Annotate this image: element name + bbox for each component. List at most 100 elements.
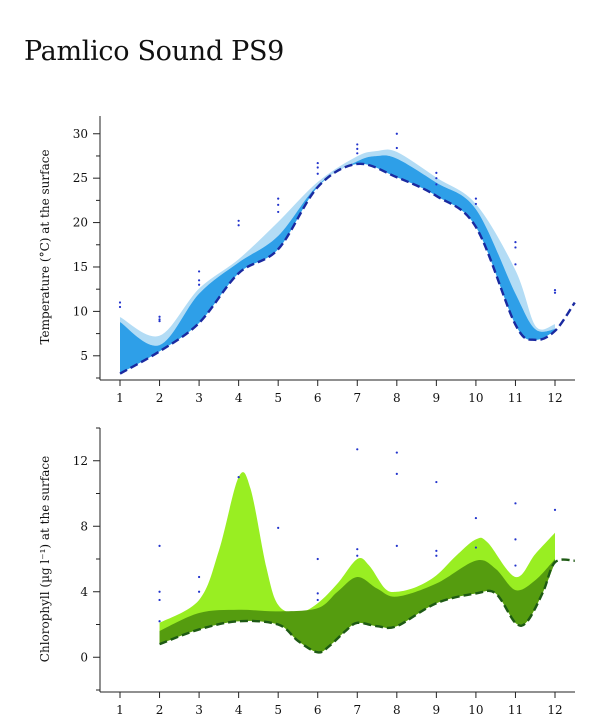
data-point: [435, 171, 438, 174]
data-point: [514, 246, 517, 249]
y-tick-label: 10: [73, 304, 88, 318]
data-point: [237, 224, 240, 227]
x-tick-label: 2: [156, 703, 164, 717]
x-tick-label: 9: [433, 703, 441, 717]
x-tick-label: 10: [468, 703, 483, 717]
data-point: [197, 590, 201, 593]
y-tick-label: 30: [73, 127, 88, 141]
y-tick-label: 15: [73, 260, 88, 274]
data-point: [395, 544, 398, 548]
data-point: [237, 219, 240, 222]
x-tick-label: 10: [468, 391, 483, 405]
data-point: [395, 132, 398, 135]
data-point: [316, 161, 319, 165]
y-axis-label: Temperature (°C) at the surface: [38, 149, 52, 344]
chlorophyll-band-dark: [159, 559, 556, 653]
data-point: [395, 146, 398, 150]
x-tick-label: 8: [393, 391, 401, 405]
y-tick-label: 4: [80, 585, 88, 599]
data-point: [237, 476, 240, 479]
data-point: [356, 152, 359, 155]
x-tick-label: 2: [156, 391, 164, 405]
x-tick-label: 6: [314, 391, 322, 405]
y-tick-label: 5: [80, 349, 88, 363]
x-tick-label: 7: [353, 703, 361, 717]
chart-title: Pamlico Sound PS9: [24, 36, 285, 67]
data-point: [118, 301, 122, 304]
data-point: [356, 554, 359, 557]
data-point: [158, 315, 161, 318]
data-point: [356, 548, 359, 551]
data-point: [316, 166, 319, 169]
x-tick-label: 6: [314, 703, 322, 717]
data-point: [474, 197, 478, 200]
x-tick-label: 12: [547, 391, 562, 405]
data-point: [316, 557, 319, 561]
data-point: [395, 472, 398, 475]
temperature-upper-line: [119, 149, 556, 338]
data-point: [197, 575, 201, 579]
data-point: [158, 320, 161, 323]
data-point: [514, 502, 517, 505]
x-tick-label: 3: [195, 703, 203, 717]
data-point: [514, 538, 517, 541]
data-point: [553, 288, 557, 292]
temperature-dashed-line: [119, 162, 576, 375]
y-axis-label: Chlorophyll (µg l⁻¹) at the surface: [38, 456, 52, 662]
data-point: [197, 270, 201, 273]
data-point: [316, 172, 319, 175]
data-point: [277, 210, 280, 214]
x-tick-label: 11: [508, 703, 523, 717]
data-point: [356, 147, 359, 150]
data-point: [435, 480, 438, 484]
data-point: [356, 143, 359, 146]
x-tick-label: 5: [274, 391, 282, 405]
y-tick-label: 12: [73, 454, 88, 468]
data-point: [158, 598, 161, 602]
y-tick-label: 20: [73, 216, 88, 230]
temperature-band-mid: [120, 155, 555, 374]
data-point: [118, 305, 122, 309]
data-point: [197, 283, 201, 286]
chlorophyll-dashed-line: [159, 558, 575, 654]
x-tick-label: 12: [547, 703, 562, 717]
data-point: [514, 564, 517, 567]
x-tick-label: 9: [433, 391, 441, 405]
x-tick-label: 4: [235, 391, 243, 405]
x-tick-label: 3: [195, 391, 203, 405]
x-tick-label: 8: [393, 703, 401, 717]
x-tick-label: 1: [116, 703, 124, 717]
x-tick-label: 11: [508, 391, 523, 405]
data-point: [316, 592, 319, 595]
data-point: [316, 598, 319, 602]
x-tick-label: 4: [235, 703, 243, 717]
data-point: [474, 546, 478, 549]
x-tick-label: 5: [274, 703, 282, 717]
x-tick-label: 1: [116, 391, 124, 405]
chlorophyll-band-light: [159, 472, 556, 653]
x-tick-label: 7: [353, 391, 361, 405]
data-point: [435, 554, 438, 557]
y-tick-label: 8: [80, 519, 88, 533]
data-point: [158, 318, 161, 321]
data-point: [158, 620, 161, 623]
data-point: [435, 549, 438, 552]
data-point: [553, 508, 557, 511]
y-tick-label: 0: [80, 650, 88, 664]
data-point: [277, 197, 280, 200]
data-point: [474, 202, 478, 206]
data-point: [435, 177, 438, 180]
data-point: [474, 516, 478, 520]
data-point: [158, 590, 161, 593]
data-point: [197, 279, 201, 282]
y-tick-label: 25: [73, 171, 88, 185]
data-point: [435, 183, 438, 186]
data-point: [514, 241, 517, 244]
data-point: [553, 291, 557, 294]
data-point: [395, 451, 398, 454]
data-point: [277, 203, 280, 206]
data-point: [514, 263, 517, 266]
